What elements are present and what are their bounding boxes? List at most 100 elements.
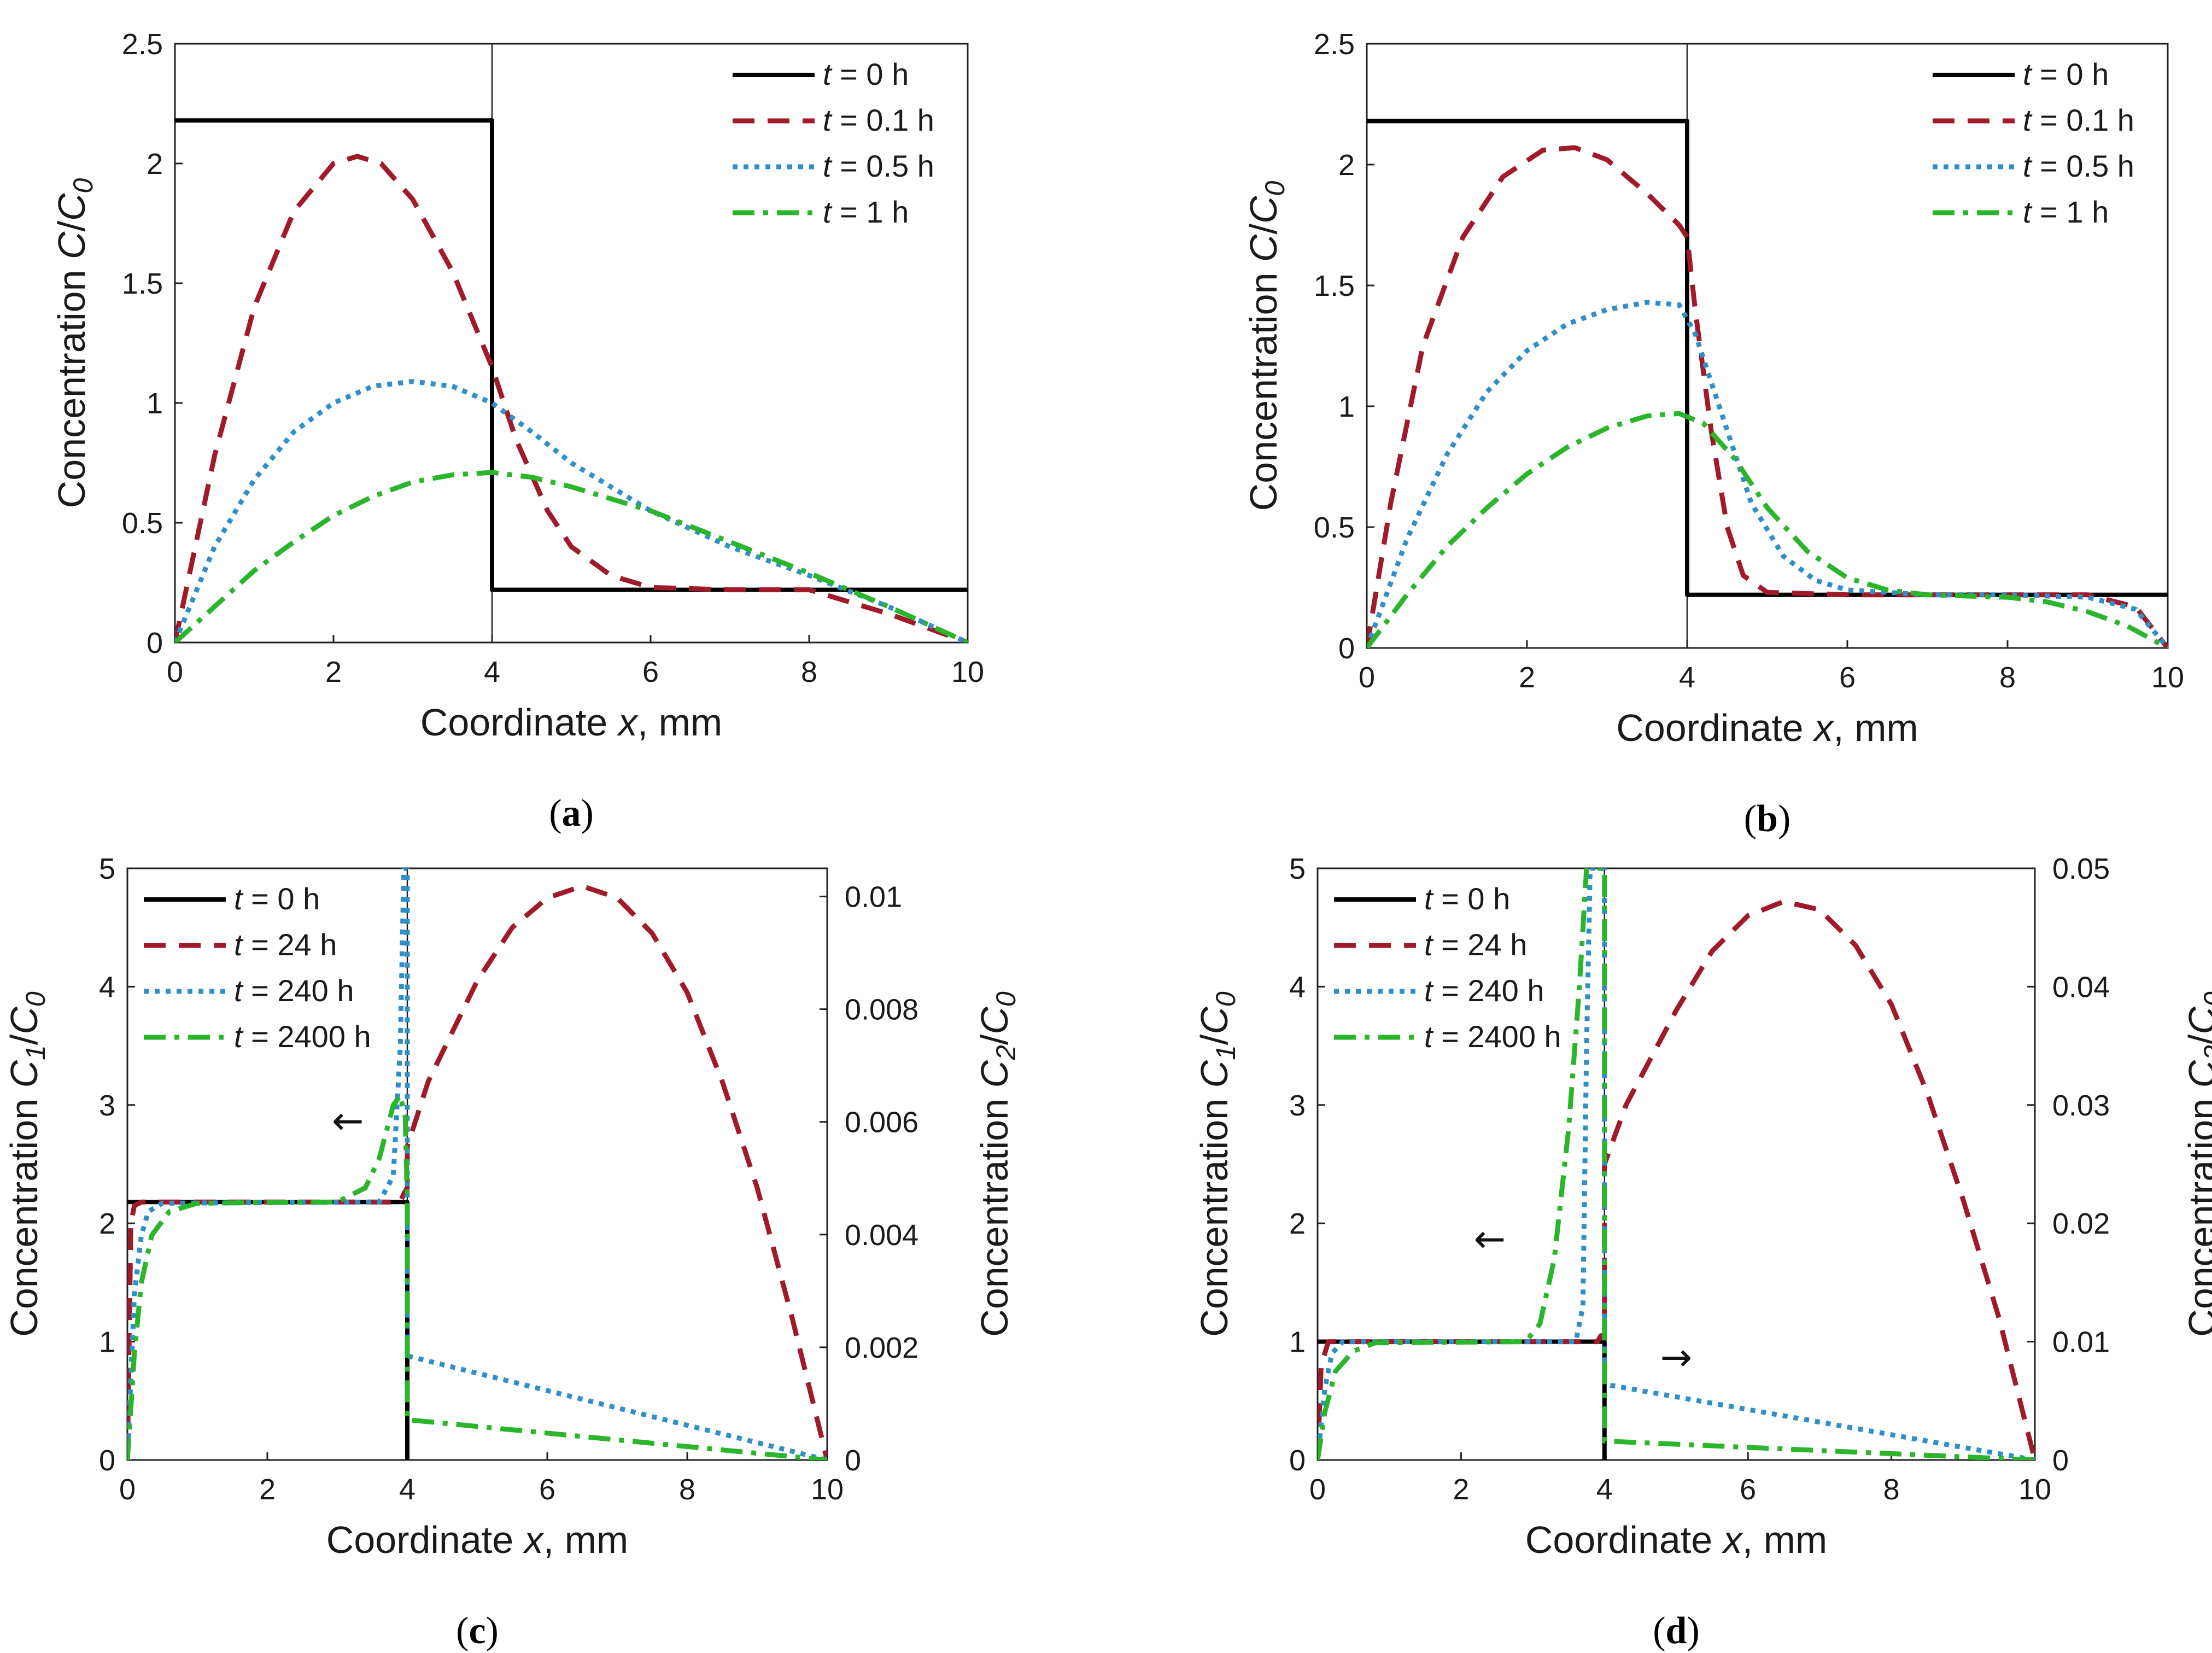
series-line-d-3 (1318, 868, 2035, 1460)
y-right-axis-label-d: Concentration C2/C0 (2181, 991, 2212, 1337)
x-tick-label-b: 6 (1839, 661, 1856, 694)
panel-caption-c: (c) (456, 1610, 499, 1652)
legend-label-c-2: t = 240 h (234, 973, 354, 1008)
legend-label-a-3: t = 1 h (823, 195, 909, 229)
legend-label-b-2: t = 0.5 h (2023, 149, 2134, 183)
x-tick-label-c: 0 (119, 1473, 136, 1506)
y-tick-label-d: 1 (1289, 1326, 1306, 1359)
x-axis-label-d: Coordinate x, mm (1525, 1518, 1827, 1561)
x-tick-label-c: 4 (399, 1473, 416, 1506)
x-tick-label-d: 4 (1596, 1473, 1613, 1506)
panel-c: 0 2 4 6 8 1001234500.0020.0040.0060.0080.01Co… (3, 852, 1021, 1652)
x-axis-label-a: Coordinate x, mm (420, 701, 722, 744)
legend-label-c-3: t = 2400 h (234, 1019, 371, 1054)
x-tick-label-d: 0 (1309, 1473, 1326, 1506)
y-tick-label-b: 1 (1338, 390, 1355, 423)
y-right-tick-label-d: 0 (2052, 1444, 2069, 1477)
y-tick-label-b: 2.5 (1314, 28, 1355, 61)
plot-frame-d (1316, 867, 2036, 1461)
legend-label-a-0: t = 0 h (823, 57, 909, 91)
panel-d: 0 2 4 6 8 1001234500.010.020.030.040.05Concen… (1193, 852, 2212, 1652)
y-tick-label-d: 4 (1289, 971, 1306, 1003)
legend-label-b-1: t = 0.1 h (2023, 103, 2134, 137)
y-tick-label-a: 0 (147, 627, 163, 659)
y-tick-label-b: 1.5 (1314, 270, 1355, 302)
y-tick-label-d: 2 (1289, 1207, 1306, 1240)
annotation-arrow-d-1: → (1660, 1335, 1693, 1380)
annotation-arrow-d-0: ← (1474, 1217, 1506, 1261)
x-tick-label-a: 4 (484, 656, 500, 688)
series-line-a-2 (175, 379, 968, 642)
y-tick-label-b: 2 (1338, 149, 1355, 182)
y-right-tick-label-c: 0.006 (845, 1106, 918, 1139)
legend-label-d-2: t = 240 h (1424, 973, 1544, 1008)
legend-label-a-1: t = 0.1 h (823, 103, 934, 137)
series-line-b-2 (1367, 300, 2168, 648)
series-line-b-0 (1367, 119, 2168, 597)
panel-caption-a: (a) (549, 792, 594, 834)
x-tick-label-b: 10 (2151, 661, 2184, 694)
y-tick-label-a: 2 (147, 148, 163, 180)
plot-frame-c (126, 867, 828, 1461)
x-tick-label-a: 8 (801, 656, 817, 688)
y-tick-label-d: 3 (1289, 1089, 1306, 1122)
y-tick-label-c: 4 (99, 971, 115, 1003)
y-axis-label-b: Concentration C/C0 (1242, 180, 1290, 511)
y-right-axis-label-c: Concentration C2/C0 (973, 991, 1021, 1337)
series-line-a-0 (175, 118, 968, 592)
legend-label-a-2: t = 0.5 h (823, 149, 934, 183)
series-line-c-2 (127, 868, 827, 1460)
y-right-tick-label-d: 0.05 (2052, 852, 2110, 885)
y-tick-label-d: 5 (1289, 852, 1306, 885)
x-tick-label-b: 0 (1359, 661, 1375, 694)
panel-caption-b: (b) (1744, 798, 1791, 840)
series-line-b-3 (1367, 411, 2168, 648)
x-tick-label-a: 2 (325, 656, 342, 688)
series-line-d-0 (1318, 1339, 1607, 1460)
y-tick-label-b: 0.5 (1314, 511, 1355, 544)
plot-frame-b (1366, 43, 2169, 649)
x-tick-label-d: 10 (2018, 1473, 2051, 1506)
y-right-tick-label-d: 0.03 (2052, 1089, 2110, 1122)
legend-label-c-0: t = 0 h (234, 881, 320, 916)
x-tick-label-d: 8 (1883, 1473, 1900, 1506)
y-tick-label-a: 1.5 (122, 267, 163, 300)
x-tick-label-d: 2 (1453, 1473, 1469, 1506)
x-tick-label-c: 8 (679, 1473, 695, 1506)
series-line-a-3 (175, 470, 968, 642)
x-tick-label-a: 10 (951, 656, 984, 688)
x-tick-label-c: 10 (811, 1473, 844, 1506)
legend-label-c-1: t = 24 h (234, 927, 337, 962)
series-line-c-1 (127, 884, 827, 1460)
series-line-c-0 (127, 1200, 409, 1460)
panel-a: 0 2 4 6 8 10 0 0.5 1 1.5 2 2.5 Coordinate x, mm Conce… (50, 28, 984, 834)
y-right-tick-label-c: 0 (845, 1444, 861, 1477)
legend-label-b-3: t = 1 h (2023, 195, 2109, 229)
x-tick-label-b: 4 (1679, 661, 1695, 694)
legend-label-d-1: t = 24 h (1424, 927, 1527, 962)
x-tick-label-a: 6 (642, 656, 659, 688)
y-tick-label-d: 0 (1289, 1444, 1306, 1477)
legend-label-d-0: t = 0 h (1424, 881, 1510, 916)
series-line-c-3 (127, 1093, 827, 1460)
y-tick-label-c: 0 (99, 1444, 115, 1477)
y-right-tick-label-c: 0.004 (845, 1219, 918, 1252)
legend-label-d-3: t = 2400 h (1424, 1019, 1561, 1054)
x-tick-label-a: 0 (167, 656, 183, 688)
x-tick-label-b: 2 (1519, 661, 1535, 694)
y-right-tick-label-d: 0.02 (2052, 1207, 2110, 1240)
y-right-tick-label-c: 0.01 (845, 881, 902, 914)
y-right-tick-label-c: 0.002 (845, 1331, 918, 1364)
plot-frame-a (174, 43, 969, 644)
panel-caption-d: (d) (1653, 1610, 1700, 1652)
x-axis-label-c: Coordinate x, mm (326, 1518, 628, 1561)
x-tick-label-c: 6 (539, 1473, 555, 1506)
y-tick-label-c: 1 (99, 1326, 115, 1359)
y-tick-label-a: 0.5 (122, 507, 163, 540)
y-right-tick-label-d: 0.04 (2052, 971, 2110, 1003)
annotation-arrow-c-0: ← (332, 1098, 364, 1143)
y-tick-label-c: 2 (99, 1207, 115, 1240)
x-tick-label-c: 2 (259, 1473, 276, 1506)
y-right-tick-label-c: 0.008 (845, 994, 918, 1026)
